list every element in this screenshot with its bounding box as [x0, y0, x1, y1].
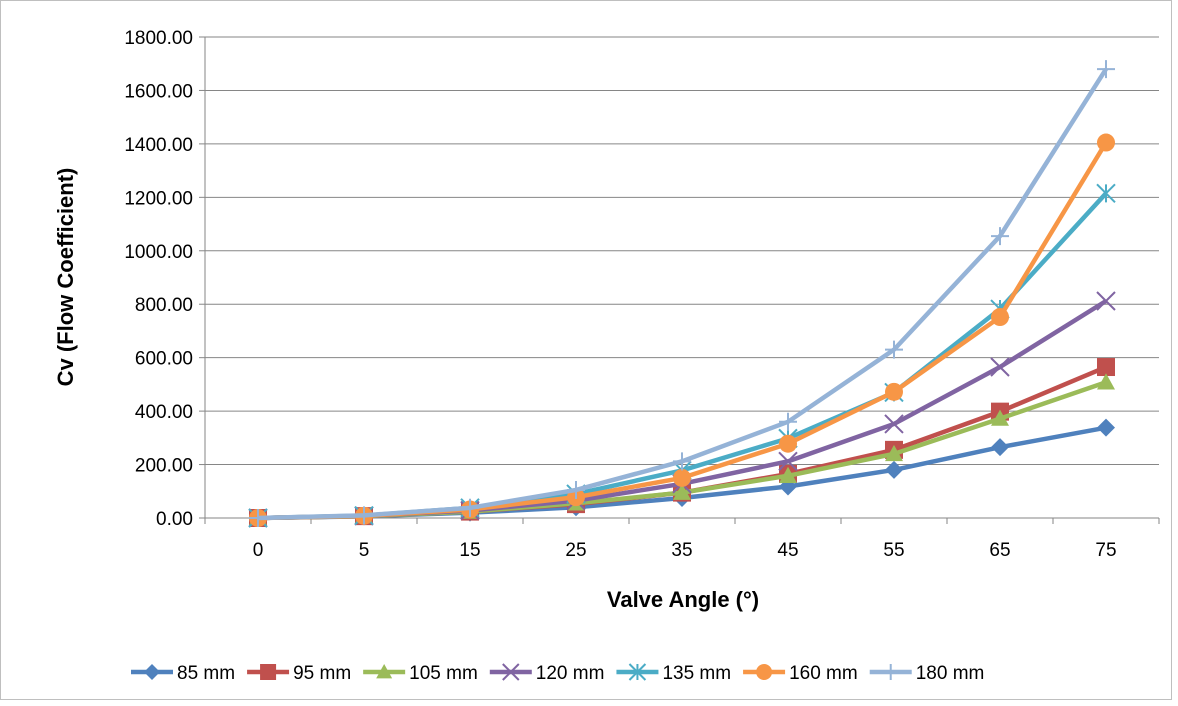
data-point: [991, 227, 1009, 246]
y-axis-title: Cv (Flow Coefficient): [53, 168, 78, 387]
x-axis-tick-labels: 0 5 15 25 35 45 55 65 75: [253, 540, 1117, 561]
data-point: [1097, 60, 1115, 79]
data-point: [144, 664, 160, 680]
data-point: [779, 412, 797, 431]
data-point: [1097, 133, 1115, 152]
y-tick-label: 1400.00: [124, 135, 193, 156]
legend-label: 120 mm: [536, 663, 605, 684]
x-tick-label: 15: [459, 540, 480, 561]
data-point: [502, 663, 520, 681]
y-tick-label: 200.00: [135, 456, 193, 477]
data-point: [991, 308, 1009, 327]
legend-label: 135 mm: [662, 663, 731, 684]
x-tick-label: 75: [1095, 540, 1116, 561]
axes: [204, 37, 1160, 524]
data-point: [673, 468, 691, 487]
data-point: [756, 664, 773, 680]
legend-label: 95 mm: [293, 663, 351, 684]
legend-item: 135 mm: [616, 663, 731, 684]
gridlines: [199, 36, 1159, 519]
data-point: [991, 438, 1009, 457]
x-tick-label: 0: [253, 540, 264, 561]
x-tick-label: 45: [777, 540, 798, 561]
data-point: [249, 509, 267, 527]
series-group: [248, 60, 1116, 528]
legend-label: 105 mm: [409, 663, 478, 684]
data-point: [461, 498, 479, 517]
y-tick-label: 0.00: [156, 509, 193, 530]
data-point: [991, 409, 1009, 426]
series-180-mm: [249, 60, 1115, 527]
legend-item: 105 mm: [363, 663, 478, 684]
data-point: [1096, 183, 1116, 204]
legend-label: 160 mm: [789, 663, 858, 684]
data-point: [779, 434, 797, 453]
legend-item: 95 mm: [247, 663, 351, 684]
data-point: [884, 414, 904, 434]
x-tick-label: 65: [989, 540, 1010, 561]
data-point: [885, 460, 903, 479]
data-point: [885, 382, 903, 401]
data-point: [1097, 358, 1115, 377]
y-tick-label: 1000.00: [124, 242, 193, 263]
legend-item: 85 mm: [131, 663, 235, 684]
legend-item: 180 mm: [869, 663, 985, 684]
legend-label: 180 mm: [916, 663, 985, 684]
data-point: [567, 480, 585, 499]
data-point: [1097, 418, 1115, 437]
legend-item: 120 mm: [489, 663, 605, 684]
y-axis-tick-labels: 0.00 200.00 400.00 600.00 800.00 1000.00 1200.…: [124, 28, 193, 530]
legend: 85 mm 95 mm 105 mm 120 mm 135 mm 160 mm 180 mm: [131, 663, 984, 684]
x-tick-label: 55: [883, 540, 904, 561]
y-tick-label: 1800.00: [124, 28, 193, 49]
data-point: [882, 664, 899, 680]
x-tick-label: 35: [671, 540, 692, 561]
data-point: [1097, 373, 1115, 390]
data-point: [885, 444, 903, 462]
data-point: [885, 340, 903, 359]
x-tick-label: 5: [359, 540, 370, 561]
data-point: [376, 664, 393, 679]
data-point: [355, 506, 373, 525]
y-tick-label: 1600.00: [124, 81, 193, 102]
data-point: [778, 451, 798, 472]
data-point: [673, 483, 691, 500]
data-point: [628, 663, 647, 681]
data-point: [260, 664, 277, 680]
y-tick-label: 800.00: [135, 295, 193, 316]
data-point: [990, 357, 1010, 377]
data-point: [779, 466, 797, 483]
y-tick-label: 600.00: [135, 349, 193, 370]
data-point: [1096, 291, 1116, 311]
data-point: [673, 452, 691, 471]
x-tick-label: 25: [565, 540, 586, 561]
y-tick-label: 400.00: [135, 402, 193, 423]
y-tick-label: 1200.00: [124, 188, 193, 209]
x-axis-title: Valve Angle (°): [607, 587, 759, 612]
legend-item: 160 mm: [743, 663, 858, 684]
legend-label: 85 mm: [177, 663, 235, 684]
